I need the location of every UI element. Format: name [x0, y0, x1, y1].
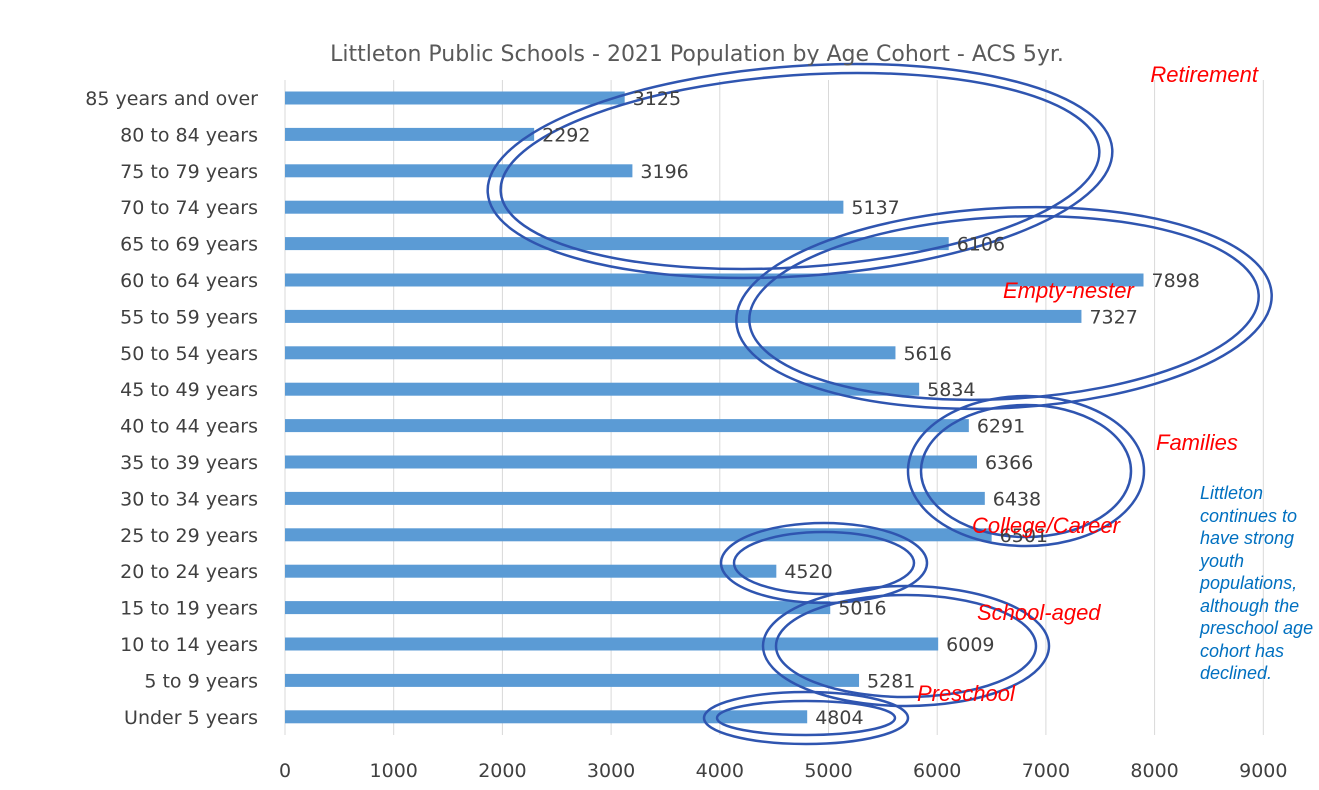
data-label: 6009 — [946, 634, 994, 656]
data-label: 6291 — [977, 416, 1025, 438]
annotation-label: Families — [1156, 430, 1238, 455]
gridlines — [284, 80, 1264, 735]
annotation-label: Preschool — [917, 681, 1016, 706]
bar — [285, 237, 949, 251]
category-label: 40 to 44 years — [120, 416, 258, 438]
annotation-ellipse — [715, 699, 897, 737]
data-label: 6501 — [1000, 525, 1048, 547]
annotation-ellipse — [719, 521, 929, 605]
category-label: 75 to 79 years — [120, 161, 258, 183]
category-label: 20 to 24 years — [120, 561, 258, 583]
x-tick-label: 0 — [279, 760, 291, 782]
bar — [285, 710, 808, 724]
annotation-label: Retirement — [1150, 62, 1258, 87]
bar — [285, 601, 831, 615]
data-label: 6438 — [993, 488, 1041, 510]
data-label: 3196 — [640, 161, 688, 183]
bar — [285, 91, 625, 105]
category-labels: 85 years and over 80 to 84 years 75 to 79 … — [85, 88, 258, 729]
bar — [285, 673, 860, 687]
category-label: 30 to 34 years — [120, 488, 258, 510]
bar — [285, 200, 844, 214]
annotation-ellipse — [774, 593, 1038, 699]
x-tick-label: 5000 — [804, 760, 852, 782]
category-label: 5 to 9 years — [144, 670, 258, 692]
bar — [285, 346, 896, 360]
data-label: 6106 — [957, 234, 1005, 256]
x-tick-label: 2000 — [478, 760, 526, 782]
annotation-labels: Retirement Empty-nester Families College/Ca… — [917, 62, 1259, 706]
data-label: 5281 — [867, 670, 915, 692]
bars — [285, 91, 1144, 724]
bar — [285, 127, 535, 141]
category-label: 80 to 84 years — [120, 124, 258, 146]
category-label: 45 to 49 years — [120, 379, 258, 401]
annotation-ellipse — [761, 584, 1051, 708]
annotation-ellipses — [486, 62, 1273, 746]
data-label: 7327 — [1089, 306, 1137, 328]
annotation-ellipse — [732, 530, 916, 596]
x-tick-label: 1000 — [370, 760, 418, 782]
category-label: 25 to 29 years — [120, 525, 258, 547]
data-label: 4520 — [784, 561, 832, 583]
x-tick-label: 3000 — [587, 760, 635, 782]
side-note: Littleton continues to have strong youth… — [1200, 483, 1314, 683]
annotation-label: School-aged — [977, 600, 1101, 625]
x-tick-label: 8000 — [1130, 760, 1178, 782]
category-label: 85 years and over — [85, 88, 258, 110]
annotation-ellipse — [906, 394, 1146, 548]
annotation-ellipse — [486, 62, 1114, 280]
annotation-label: College/Career — [972, 513, 1122, 538]
bar — [285, 564, 777, 578]
category-label: 55 to 59 years — [120, 306, 258, 328]
data-label: 2292 — [542, 124, 590, 146]
bar — [285, 164, 633, 178]
x-tick-label: 4000 — [696, 760, 744, 782]
annotation-ellipse — [702, 690, 910, 746]
data-label: 5137 — [851, 197, 899, 219]
data-label: 6366 — [985, 452, 1033, 474]
data-label: 5016 — [838, 598, 886, 620]
bar — [285, 455, 977, 469]
data-label: 5616 — [903, 343, 951, 365]
category-label: 70 to 74 years — [120, 197, 258, 219]
category-label: 10 to 14 years — [120, 634, 258, 656]
bar — [285, 273, 1144, 287]
annotation-ellipse — [919, 403, 1133, 539]
x-tick-label: 6000 — [913, 760, 961, 782]
bar — [285, 419, 969, 433]
category-label: 15 to 19 years — [120, 598, 258, 620]
category-label: Under 5 years — [124, 707, 258, 729]
x-tick-labels: 0 1000 2000 3000 4000 5000 6000 7000 8000 9000 — [279, 760, 1288, 782]
data-label: 3125 — [633, 88, 681, 110]
bar — [285, 491, 985, 505]
annotation-ellipse — [748, 214, 1260, 402]
data-label: 4804 — [815, 707, 863, 729]
x-tick-label: 7000 — [1022, 760, 1070, 782]
category-label: 50 to 54 years — [120, 343, 258, 365]
annotation-label: Empty-nester — [1003, 278, 1135, 303]
annotation-ellipse — [499, 71, 1101, 271]
data-label: 7898 — [1152, 270, 1200, 292]
x-tick-label: 9000 — [1239, 760, 1287, 782]
data-label: 5834 — [927, 379, 975, 401]
bar — [285, 309, 1082, 323]
chart-title: Littleton Public Schools - 2021 Populati… — [330, 42, 1064, 67]
bar — [285, 637, 939, 651]
bar — [285, 382, 920, 396]
data-labels: 3125 2292 3196 5137 6106 7898 7327 5616 58346291… — [542, 88, 1200, 729]
category-label: 60 to 64 years — [120, 270, 258, 292]
annotation-ellipse — [735, 205, 1273, 411]
category-label: 35 to 39 years — [120, 452, 258, 474]
category-label: 65 to 69 years — [120, 234, 258, 256]
